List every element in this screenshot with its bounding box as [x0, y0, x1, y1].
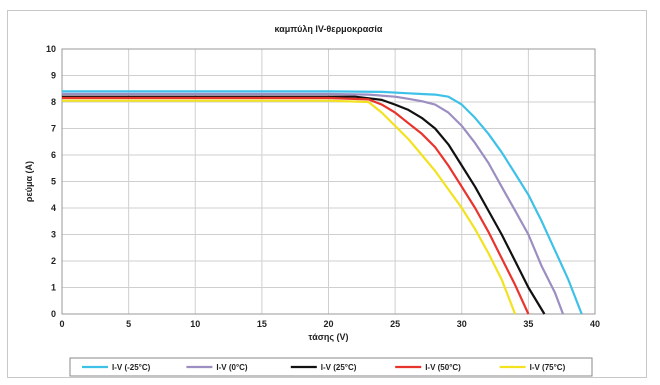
chart-title: καμπύλη IV-θερμοκρασία [275, 24, 383, 34]
y-tick-label: 9 [51, 71, 56, 81]
tick-labels: 0 1 2 3 4 5 6 7 8 9 10 0 5 10 15 20 25 30 35 40 [46, 44, 600, 329]
y-tick-label: 3 [51, 230, 56, 240]
series-line-2 [62, 95, 546, 315]
x-axis-label: τάσης (V) [308, 332, 348, 342]
iv-temperature-chart: καμπύλη IV-θερμοκρασία 0 1 2 3 4 5 6 7 8 9 10 0 5 10 1… [24, 24, 600, 377]
legend-box [69, 357, 593, 377]
series-line-0 [62, 90, 583, 315]
legend-label: I-V (0°C) [216, 363, 248, 372]
y-tick-label: 0 [51, 309, 56, 319]
y-tick-label: 10 [46, 44, 56, 54]
legend-label: I-V (50°C) [425, 363, 461, 372]
y-tick-label: 2 [51, 256, 56, 266]
grid-lines [61, 48, 596, 315]
legend-label: I-V (75°C) [530, 363, 566, 372]
series-line-1 [62, 92, 565, 315]
x-tick-label: 40 [590, 319, 600, 329]
x-tick-label: 0 [59, 319, 64, 329]
y-tick-label: 4 [51, 203, 56, 213]
x-tick-label: 15 [257, 319, 267, 329]
plot-border [61, 48, 596, 315]
y-tick-label: 8 [51, 97, 56, 107]
x-tick-label: 5 [126, 319, 131, 329]
y-tick-label: 5 [51, 177, 56, 187]
y-axis-label: ρεύμα (A) [24, 161, 34, 202]
legend-label: I-V (-25°C) [112, 363, 151, 372]
series-line-4 [62, 99, 517, 315]
x-tick-label: 30 [457, 319, 467, 329]
x-tick-label: 35 [523, 319, 533, 329]
y-tick-label: 1 [51, 283, 56, 293]
legend: I-V (-25°C) I-V (0°C) I-V (25°C) I-V (50°C)… [69, 357, 593, 377]
x-tick-label: 10 [190, 319, 200, 329]
y-tick-label: 6 [51, 150, 56, 160]
series-line-3 [62, 96, 530, 315]
x-tick-label: 20 [323, 319, 333, 329]
series-lines [62, 90, 583, 315]
y-tick-label: 7 [51, 124, 56, 134]
x-tick-label: 25 [390, 319, 400, 329]
legend-label: I-V (25°C) [321, 363, 357, 372]
chart-frame: καμπύλη IV-θερμοκρασία 0 1 2 3 4 5 6 7 8 9 10 0 5 10 1… [7, 10, 647, 378]
